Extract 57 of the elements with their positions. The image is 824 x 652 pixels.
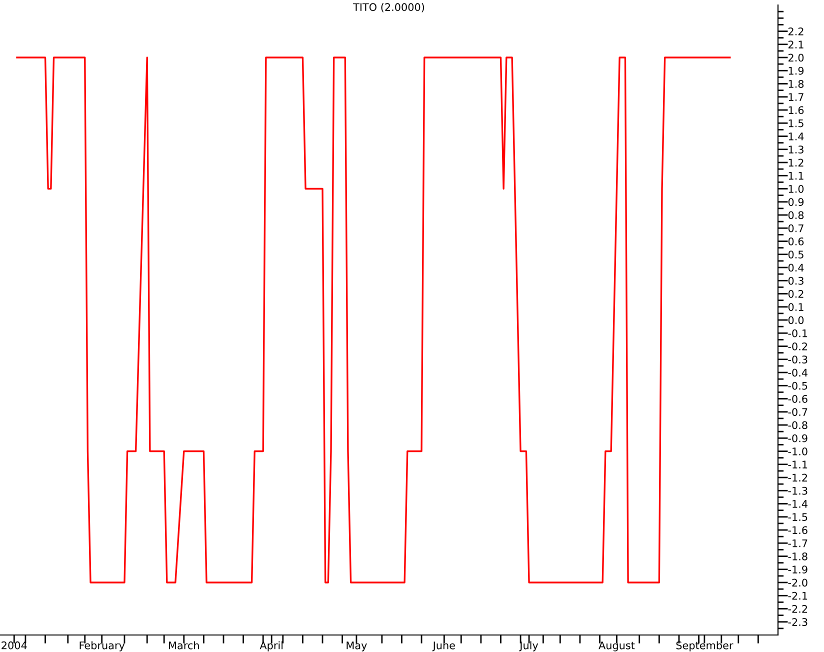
- y-tick-label: 0.4: [788, 264, 804, 272]
- y-tick-label: -0.1: [788, 329, 808, 338]
- y-tick-label: -0.7: [788, 408, 808, 416]
- y-tick-label: -2.3: [788, 618, 808, 626]
- y-tick-label: -0.4: [788, 368, 808, 377]
- x-tick-label: March: [169, 641, 199, 650]
- y-tick-label: 2.1: [788, 40, 804, 48]
- y-tick-label: 2.0: [788, 54, 804, 62]
- y-tick-label: -1.0: [788, 447, 808, 456]
- y-tick-label: 1.7: [788, 93, 804, 101]
- y-tick-label: 1.3: [788, 146, 804, 154]
- y-tick-label: -1.3: [788, 486, 808, 495]
- y-tick-label: 0.5: [788, 250, 804, 258]
- x-tick-label: April: [260, 641, 283, 652]
- y-tick-label: -0.6: [788, 394, 808, 403]
- y-tick-label: 1.5: [788, 119, 804, 128]
- y-tick-label: 1.1: [788, 172, 804, 180]
- y-tick-label: 1.0: [788, 184, 804, 193]
- y-tick-label: -1.8: [788, 552, 808, 560]
- y-tick-label: -1.9: [788, 566, 808, 574]
- y-tick-label: -0.2: [788, 342, 808, 350]
- y-tick-label: -2.1: [788, 592, 808, 600]
- x-tick-label: June: [432, 642, 455, 652]
- x-tick-label: September: [676, 641, 734, 652]
- y-tick-label: 0.9: [788, 198, 804, 206]
- y-tick-label: 0.3: [788, 276, 804, 285]
- x-tick-label: 2004: [2, 641, 27, 650]
- y-tick-label: -0.8: [788, 421, 808, 430]
- y-tick-label: 0.2: [788, 290, 804, 298]
- y-tick-label: -1.1: [788, 460, 808, 468]
- y-tick-label: -0.5: [788, 382, 808, 390]
- y-tick-label: 0.6: [788, 237, 804, 246]
- y-tick-label: 2.2: [788, 27, 804, 36]
- y-tick-label: 1.6: [788, 106, 804, 114]
- line-series: [16, 56, 731, 584]
- y-tick-label: -2.0: [788, 578, 808, 587]
- y-tick-label: -0.3: [788, 356, 808, 364]
- y-tick-label: 0.7: [788, 224, 804, 232]
- y-tick-label: -0.9: [788, 434, 808, 442]
- y-tick-label: -1.2: [788, 474, 808, 482]
- x-tick-label: July: [519, 641, 538, 652]
- y-tick-label: 1.4: [788, 132, 804, 140]
- y-tick-label: 1.9: [788, 66, 804, 75]
- x-tick-label: August: [598, 642, 635, 652]
- y-tick-label: 0.8: [788, 211, 804, 220]
- y-tick-label: 0.1: [788, 303, 804, 311]
- y-tick-label: 0.0: [788, 316, 804, 324]
- y-tick-label: -2.2: [788, 604, 808, 613]
- y-tick-label: -1.4: [788, 500, 808, 508]
- y-tick-label: -1.6: [788, 526, 808, 534]
- y-tick-label: -1.5: [788, 513, 808, 521]
- y-tick-label: 1.2: [788, 158, 804, 166]
- y-tick-label: -1.7: [788, 539, 808, 548]
- x-tick-label: May: [346, 642, 367, 652]
- y-tick-label: 1.8: [788, 80, 804, 88]
- x-tick-label: February: [80, 641, 125, 652]
- chart-title: TITO (2.0000): [353, 3, 424, 12]
